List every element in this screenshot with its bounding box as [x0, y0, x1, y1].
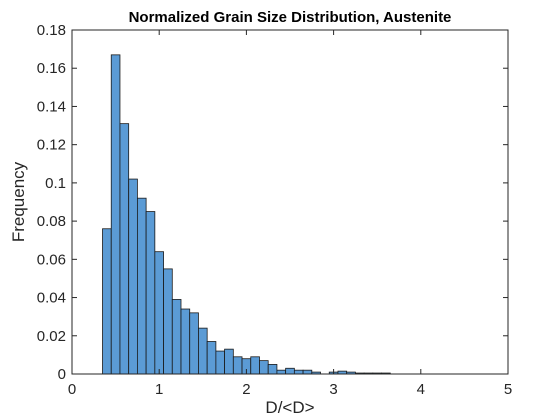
histogram-bar	[277, 370, 286, 374]
x-tick-label: 4	[417, 381, 425, 398]
y-tick-label: 0.08	[37, 213, 66, 230]
histogram-bar	[233, 357, 242, 374]
histogram-bar	[155, 252, 164, 374]
y-tick-label: 0.12	[37, 137, 66, 154]
y-tick-label: 0.02	[37, 328, 66, 345]
histogram-bar	[303, 370, 312, 374]
x-tick-label: 3	[329, 381, 337, 398]
histogram-bar	[103, 229, 112, 374]
histogram-bar	[294, 370, 303, 374]
histogram-bar	[198, 328, 207, 374]
histogram-bar	[111, 55, 120, 374]
chart-title: Normalized Grain Size Distribution, Aust…	[129, 9, 452, 26]
x-axis-label: D/<D>	[265, 398, 314, 417]
y-tick-label: 0.14	[37, 98, 66, 115]
histogram-bar	[207, 342, 216, 374]
histogram-bar	[259, 361, 268, 374]
histogram-bar	[190, 313, 199, 374]
histogram-bar	[268, 364, 277, 374]
histogram-bar	[164, 269, 173, 374]
histogram-bar	[251, 357, 260, 374]
histogram-bar	[137, 198, 146, 374]
histogram-bar	[129, 179, 138, 374]
histogram-bar	[216, 351, 225, 374]
histogram-bar	[146, 212, 155, 374]
x-tick-label: 1	[155, 381, 163, 398]
x-tick-label: 5	[504, 381, 512, 398]
y-tick-label: 0.06	[37, 251, 66, 268]
histogram-bar	[120, 124, 129, 374]
y-tick-label: 0.16	[37, 60, 66, 77]
x-tick-label: 2	[242, 381, 250, 398]
histogram-bar	[172, 299, 181, 374]
histogram-bar	[286, 368, 295, 374]
x-tick-label: 0	[68, 381, 76, 398]
histogram-bar	[181, 309, 190, 374]
histogram-bar	[225, 349, 234, 374]
y-tick-label: 0.1	[45, 175, 66, 192]
y-axis-label: Frequency	[9, 161, 28, 242]
bars-group	[103, 55, 391, 374]
y-tick-label: 0.18	[37, 22, 66, 39]
y-tick-label: 0.04	[37, 290, 66, 307]
y-tick-label: 0	[58, 366, 66, 383]
